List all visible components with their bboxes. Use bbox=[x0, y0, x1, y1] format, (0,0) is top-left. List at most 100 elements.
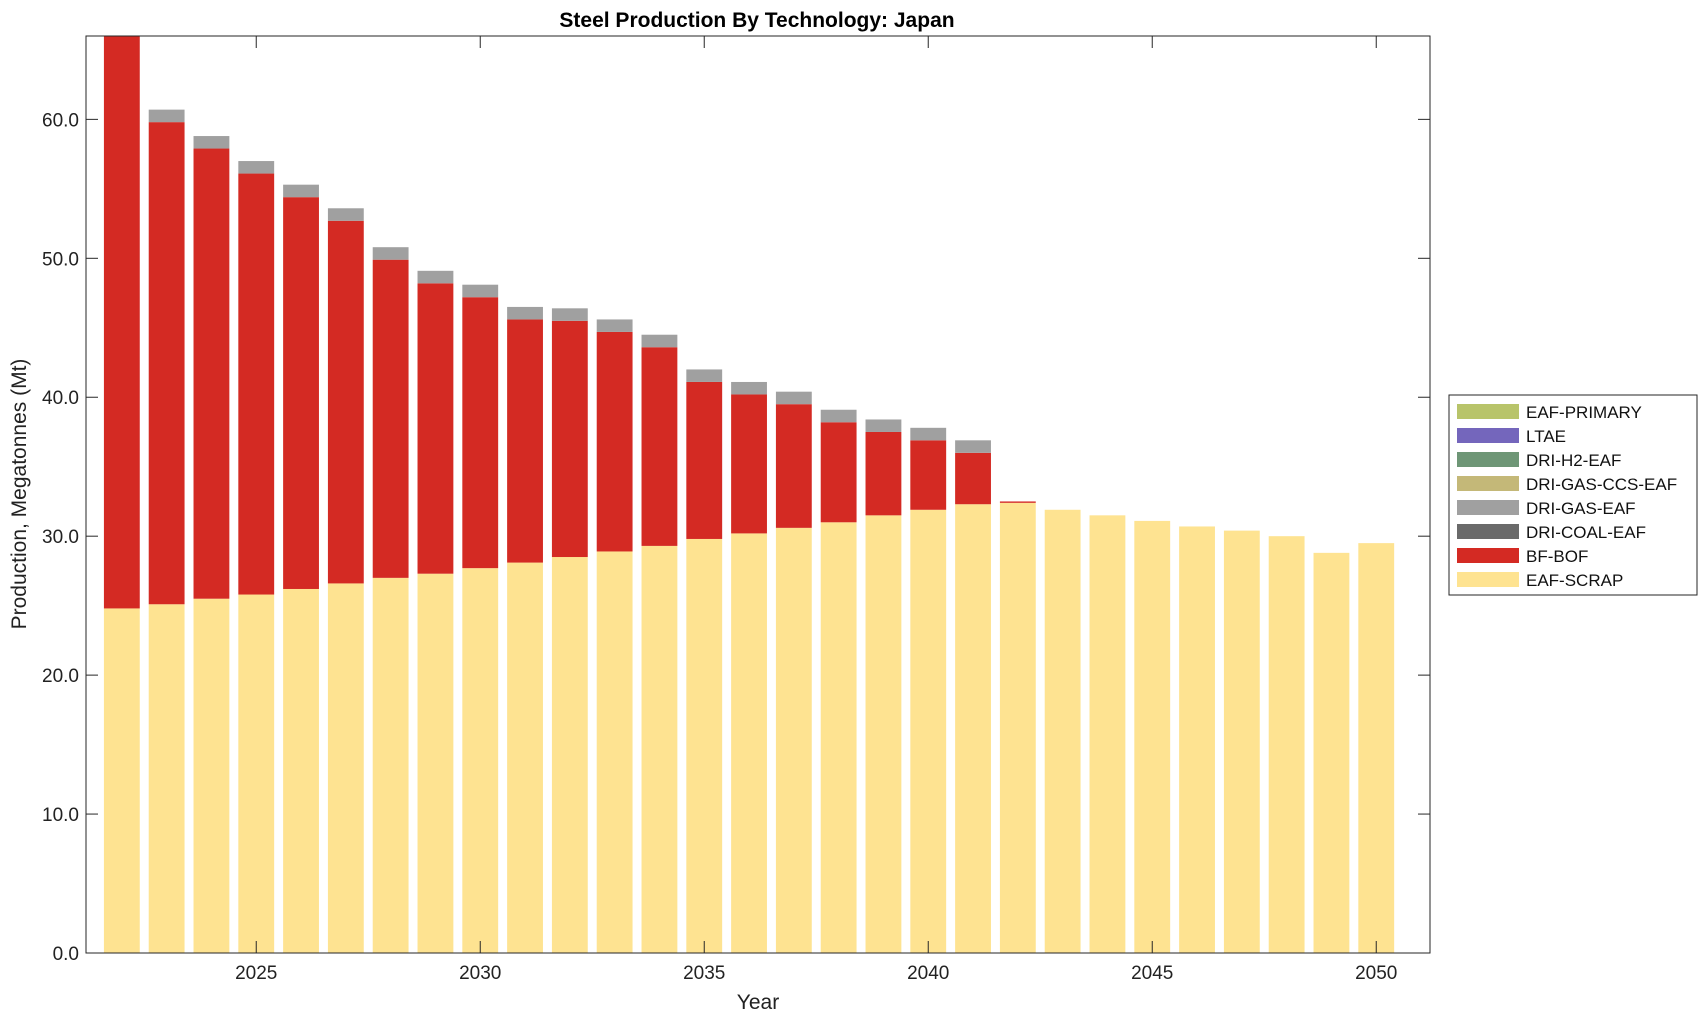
legend-swatch-eaf-primary bbox=[1457, 404, 1519, 419]
bar-eaf-scrap-2025 bbox=[238, 594, 275, 953]
legend-label-bf-bof: BF-BOF bbox=[1526, 547, 1588, 566]
bar-dri-gas-eaf-2030 bbox=[462, 284, 499, 298]
bar-eaf-scrap-2046 bbox=[1179, 526, 1215, 953]
bar-eaf-scrap-2033 bbox=[596, 551, 633, 953]
bar-eaf-scrap-2050 bbox=[1358, 543, 1395, 953]
bar-bf-bof-2039 bbox=[865, 431, 902, 516]
bar-dri-gas-eaf-2029 bbox=[417, 270, 454, 284]
legend-label-dri-h2-eaf: DRI-H2-EAF bbox=[1526, 451, 1621, 470]
bar-dri-gas-eaf-2036 bbox=[731, 381, 767, 395]
bar-dri-gas-eaf-2039 bbox=[865, 419, 902, 432]
bar-dri-gas-eaf-2028 bbox=[372, 247, 409, 260]
bar-bf-bof-2033 bbox=[596, 331, 633, 552]
bar-eaf-scrap-2030 bbox=[462, 568, 499, 953]
bar-bf-bof-2025 bbox=[238, 173, 275, 595]
bar-dri-gas-eaf-2040 bbox=[910, 427, 947, 441]
legend-swatch-ltae bbox=[1457, 428, 1519, 443]
bar-dri-gas-eaf-2038 bbox=[820, 409, 857, 423]
y-axis-label: Production, Megatonnes (Mt) bbox=[8, 359, 31, 630]
bar-dri-gas-eaf-2041 bbox=[955, 440, 991, 453]
bar-eaf-scrap-2028 bbox=[372, 577, 409, 953]
bar-eaf-scrap-2029 bbox=[417, 573, 454, 953]
legend-label-eaf-scrap: EAF-SCRAP bbox=[1526, 571, 1623, 590]
bar-bf-bof-2022 bbox=[103, 36, 140, 609]
y-tick-label: 10.0 bbox=[42, 805, 79, 826]
bar-bf-bof-2026 bbox=[283, 197, 319, 589]
y-tick-label: 20.0 bbox=[42, 666, 79, 687]
bar-bf-bof-2024 bbox=[193, 148, 230, 599]
bar-dri-gas-eaf-2024 bbox=[193, 136, 230, 149]
legend-label-ltae: LTAE bbox=[1526, 427, 1566, 446]
bar-eaf-scrap-2031 bbox=[507, 562, 543, 953]
bar-eaf-scrap-2024 bbox=[193, 598, 230, 953]
bar-bf-bof-2032 bbox=[551, 320, 588, 558]
bar-eaf-scrap-2041 bbox=[955, 504, 991, 953]
bar-dri-gas-eaf-2037 bbox=[775, 391, 812, 405]
legend-swatch-dri-gas-ccs-eaf bbox=[1457, 476, 1519, 491]
plot-area-frame bbox=[85, 35, 1431, 954]
bar-eaf-scrap-2047 bbox=[1223, 530, 1260, 953]
x-axis-label: Year bbox=[737, 991, 779, 1014]
legend-label-dri-gas-ccs-eaf: DRI-GAS-CCS-EAF bbox=[1526, 475, 1677, 494]
y-tick-label: 40.0 bbox=[42, 388, 79, 409]
legend-swatch-eaf-scrap bbox=[1457, 572, 1519, 587]
y-tick-label: 30.0 bbox=[42, 527, 79, 548]
bar-bf-bof-2031 bbox=[507, 319, 543, 563]
bar-bf-bof-2041 bbox=[955, 452, 991, 505]
bar-dri-gas-eaf-2032 bbox=[551, 308, 588, 321]
bar-bf-bof-2035 bbox=[686, 381, 723, 539]
x-tick-label: 2050 bbox=[1355, 963, 1397, 984]
legend-items: EAF-PRIMARY LTAE DRI-H2-EAF DRI-GAS-CCS-EAF… bbox=[1457, 403, 1677, 590]
bar-eaf-scrap-2032 bbox=[551, 557, 588, 953]
x-tick-label: 2040 bbox=[907, 963, 949, 984]
x-tick-label: 2025 bbox=[235, 963, 277, 984]
bar-eaf-scrap-2039 bbox=[865, 515, 902, 953]
bar-bf-bof-2037 bbox=[775, 404, 812, 528]
bar-bf-bof-2029 bbox=[417, 283, 454, 574]
bar-bf-bof-2042 bbox=[999, 501, 1036, 503]
bar-eaf-scrap-2048 bbox=[1268, 536, 1305, 953]
bar-eaf-scrap-2037 bbox=[775, 527, 812, 953]
bar-bf-bof-2040 bbox=[910, 440, 947, 510]
bar-eaf-scrap-2043 bbox=[1044, 509, 1081, 953]
bar-dri-gas-eaf-2035 bbox=[686, 369, 723, 382]
bars-layer bbox=[103, 36, 1395, 953]
bar-dri-gas-eaf-2023 bbox=[148, 109, 185, 123]
bar-eaf-scrap-2035 bbox=[686, 538, 723, 953]
bar-dri-gas-eaf-2026 bbox=[283, 184, 319, 198]
y-tick-label: 50.0 bbox=[42, 249, 79, 270]
bar-eaf-scrap-2045 bbox=[1134, 520, 1171, 953]
bar-dri-gas-eaf-2034 bbox=[641, 334, 678, 348]
bar-dri-gas-eaf-2027 bbox=[327, 208, 364, 221]
bar-dri-gas-eaf-2025 bbox=[238, 161, 275, 174]
legend-label-dri-coal-eaf: DRI-COAL-EAF bbox=[1526, 523, 1646, 542]
bar-eaf-scrap-2036 bbox=[731, 533, 767, 953]
axis-ticks: 2025 2030 2035 2040 2045 2050 0.0 10.0 20.0 30.0 4… bbox=[42, 36, 1430, 984]
y-tick-label: 60.0 bbox=[42, 110, 79, 131]
x-tick-label: 2035 bbox=[683, 963, 725, 984]
legend-label-eaf-primary: EAF-PRIMARY bbox=[1526, 403, 1642, 422]
bar-bf-bof-2038 bbox=[820, 422, 857, 523]
bar-eaf-scrap-2026 bbox=[283, 588, 319, 953]
bar-eaf-scrap-2042 bbox=[999, 502, 1036, 953]
bar-eaf-scrap-2040 bbox=[910, 509, 947, 953]
bar-eaf-scrap-2044 bbox=[1089, 515, 1126, 953]
chart-title: Steel Production By Technology: Japan bbox=[559, 9, 954, 32]
legend-swatch-dri-coal-eaf bbox=[1457, 524, 1519, 539]
bar-eaf-scrap-2049 bbox=[1313, 552, 1350, 953]
legend-swatch-bf-bof bbox=[1457, 548, 1519, 563]
bar-eaf-scrap-2038 bbox=[820, 522, 857, 953]
bar-bf-bof-2023 bbox=[148, 122, 185, 605]
legend-swatch-dri-h2-eaf bbox=[1457, 452, 1519, 467]
bar-eaf-scrap-2027 bbox=[327, 583, 364, 953]
bar-bf-bof-2036 bbox=[731, 394, 767, 534]
legend-swatch-dri-gas-eaf bbox=[1457, 500, 1519, 515]
bar-eaf-scrap-2023 bbox=[148, 604, 185, 953]
bar-dri-gas-eaf-2033 bbox=[596, 319, 633, 332]
bar-bf-bof-2034 bbox=[641, 347, 678, 546]
bar-bf-bof-2030 bbox=[462, 297, 499, 569]
bar-dri-gas-eaf-2031 bbox=[507, 306, 543, 320]
bar-bf-bof-2028 bbox=[372, 259, 409, 578]
y-tick-label: 0.0 bbox=[53, 944, 79, 965]
